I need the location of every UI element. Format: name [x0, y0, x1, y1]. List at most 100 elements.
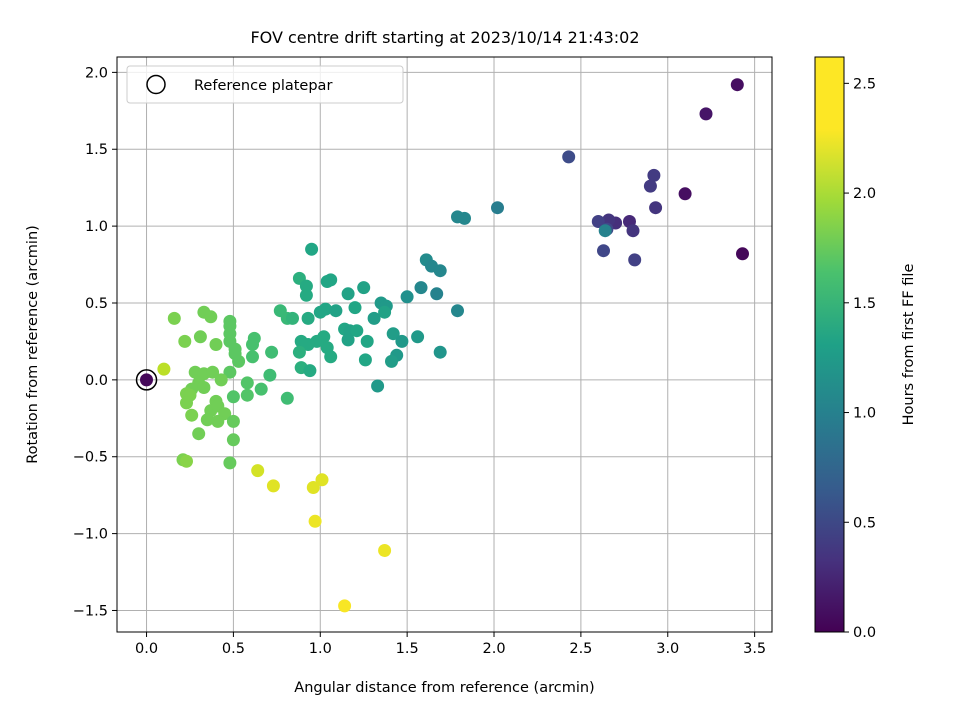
x-tick-label: 3.5: [743, 641, 766, 657]
reference-platepar-marker: [135, 369, 158, 391]
data-point: [223, 365, 237, 379]
data-point: [395, 334, 409, 348]
data-point: [433, 264, 447, 278]
x-tick-label: 0.5: [222, 641, 245, 657]
reference-marker-layer: [135, 369, 158, 391]
data-point: [306, 481, 320, 494]
data-point: [200, 413, 214, 427]
data-point: [299, 288, 313, 302]
data-point: [341, 333, 355, 347]
colorbar-tick-label: 0.5: [853, 515, 876, 531]
colorbar-tick-label: 1.5: [853, 296, 876, 312]
data-point: [385, 354, 398, 368]
data-point: [265, 345, 279, 359]
data-point: [626, 224, 640, 238]
y-tick-label: 1.0: [85, 219, 108, 235]
data-point: [360, 334, 374, 348]
legend-reference-marker: [146, 74, 166, 95]
data-point: [341, 287, 355, 301]
data-point: [226, 433, 240, 447]
data-point: [320, 275, 334, 288]
data-point: [197, 381, 211, 394]
data-point: [433, 345, 447, 359]
data-point: [357, 281, 371, 295]
data-point: [226, 414, 240, 428]
y-tick-label: 0.0: [85, 373, 108, 389]
data-point: [414, 281, 428, 295]
colorbar-label: Hours from first FF file: [901, 264, 917, 426]
data-point: [280, 391, 294, 405]
data-point: [180, 396, 193, 410]
x-axis-ticks: 0.0 0.5 1.0 1.5 2.0 2.5 3.0 3.5: [135, 632, 766, 657]
x-tick-label: 3.0: [656, 641, 679, 657]
data-point: [315, 473, 329, 487]
data-point: [246, 338, 259, 351]
x-tick-label: 1.0: [309, 641, 332, 657]
data-point: [266, 479, 280, 493]
data-point: [240, 388, 254, 402]
data-point: [338, 599, 352, 613]
data-point: [378, 305, 392, 319]
data-point: [378, 544, 392, 557]
y-tick-label: −0.5: [73, 450, 108, 466]
data-point: [178, 334, 192, 348]
data-point: [643, 179, 657, 193]
data-point: [491, 201, 504, 215]
data-point: [299, 279, 313, 293]
data-points: [140, 78, 749, 613]
data-point: [411, 330, 425, 344]
data-point: [286, 311, 299, 325]
data-point: [367, 311, 381, 325]
data-point: [214, 373, 228, 387]
data-point: [192, 427, 206, 441]
data-point: [329, 304, 343, 318]
data-point: [699, 107, 713, 121]
data-point: [246, 350, 259, 364]
x-tick-label: 2.5: [569, 641, 592, 657]
data-point: [140, 373, 153, 387]
data-point: [386, 327, 400, 341]
data-point: [598, 224, 612, 238]
data-point: [228, 347, 242, 361]
colorbar-gradient: [814, 56, 845, 633]
data-point: [313, 305, 327, 319]
y-tick-label: −1.0: [73, 527, 108, 543]
data-point: [430, 287, 444, 301]
y-axis-ticks: −1.5 −1.0 −0.5 0.0 0.5 1.0 1.5 2.0: [73, 65, 117, 619]
data-point: [305, 242, 319, 256]
data-point: [451, 210, 464, 224]
data-point: [308, 514, 322, 528]
y-axis-label: Rotation from reference (arcmin): [25, 225, 41, 464]
y-tick-label: 2.0: [85, 65, 108, 81]
chart-title: FOV centre drift starting at 2023/10/14 …: [250, 28, 639, 47]
data-point: [209, 338, 223, 351]
x-tick-label: 1.5: [396, 641, 419, 657]
data-point: [597, 244, 610, 258]
data-point: [204, 310, 218, 324]
colorbar-tick-label: 2.0: [853, 186, 876, 202]
data-point: [350, 324, 364, 338]
data-point: [400, 290, 414, 304]
data-point: [649, 201, 663, 215]
data-point: [193, 330, 207, 344]
data-point: [628, 253, 642, 267]
data-point: [301, 311, 315, 325]
data-point: [167, 311, 181, 325]
y-tick-label: −1.5: [73, 603, 108, 619]
data-point: [206, 365, 220, 379]
data-point: [371, 379, 385, 393]
x-tick-label: 0.0: [135, 641, 158, 657]
legend-entry-label: Reference platepar: [194, 78, 332, 94]
y-tick-label: 1.5: [85, 142, 108, 158]
colorbar-ticks: 0.0 0.5 1.0 1.5 2.0 2.5: [844, 76, 876, 641]
data-point: [226, 390, 240, 404]
data-point: [292, 345, 306, 359]
data-point: [730, 78, 744, 92]
plot-frame: [116, 56, 773, 633]
data-point: [211, 414, 225, 428]
data-point: [647, 168, 661, 182]
data-point: [185, 408, 199, 422]
data-point: [240, 376, 254, 390]
